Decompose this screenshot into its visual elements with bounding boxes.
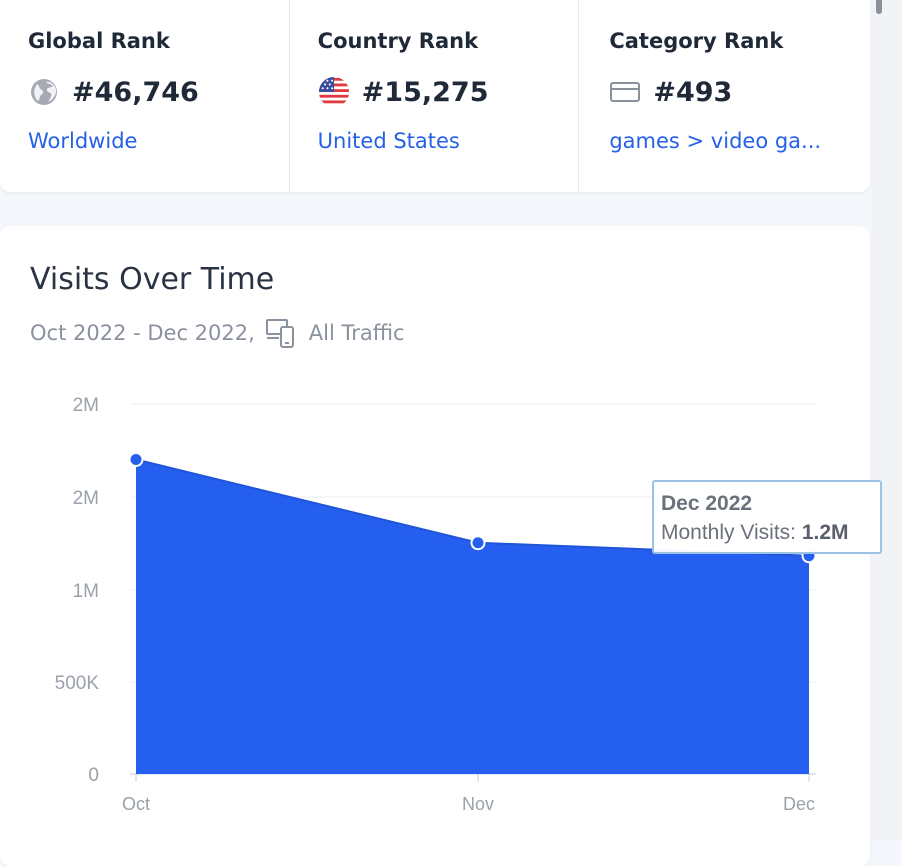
global-rank-title: Global Rank (28, 29, 170, 53)
traffic-filter[interactable]: All Traffic (308, 321, 405, 345)
visits-over-time-card: Visits Over Time Oct 2022 - Dec 2022, Al… (0, 226, 882, 866)
scrollbar-thumb[interactable] (876, 0, 882, 14)
data-point (470, 535, 486, 551)
tooltip-label: Monthly Visits: (661, 521, 796, 544)
category-rank-value: #493 (653, 76, 733, 108)
x-tick-label: Nov (462, 794, 494, 814)
us-flag-icon (318, 76, 350, 108)
country-rank-value: #15,275 (361, 76, 489, 108)
x-tick-label: Dec (783, 794, 815, 814)
x-tick-label: Oct (122, 794, 150, 814)
united-states-link[interactable]: United States (317, 129, 460, 153)
tooltip-value: 1.2M (801, 521, 849, 544)
category-link[interactable]: games > video ga... (609, 129, 822, 153)
y-tick-label: 1M (73, 581, 99, 602)
global-rank-value: #46,746 (72, 76, 199, 108)
visits-title: Visits Over Time (30, 262, 275, 297)
visits-subtitle: Oct 2022 - Dec 2022, All Traffic (30, 316, 405, 350)
y-tick-label: 2M (73, 488, 99, 509)
tooltip-line: Monthly Visits: 1.2M (661, 518, 880, 548)
country-rank-panel: Country Rank (290, 0, 580, 192)
category-rank-panel: Category Rank #493 games > video ga... (579, 0, 870, 192)
date-range: Oct 2022 - Dec 2022, (30, 321, 255, 345)
visits-chart: 0 500K 1M 2M 2M Oct Nov Dec (55, 395, 817, 814)
y-tick-label: 2M (73, 395, 99, 416)
tooltip-date: Dec 2022 (661, 492, 753, 515)
global-rank-panel: Global Rank #46,746 Worldwide (0, 0, 290, 192)
devices-icon (265, 316, 299, 350)
worldwide-link[interactable]: Worldwide (28, 129, 138, 153)
chart-tooltip: Dec 2022 Monthly Visits: 1.2M (652, 480, 882, 554)
category-rank-title: Category Rank (609, 29, 784, 53)
globe-icon (28, 76, 60, 108)
scrollbar-track[interactable] (872, 0, 902, 840)
y-tick-label: 0 (88, 765, 99, 786)
category-rank-value-row: #493 (609, 72, 870, 112)
global-rank-value-row: #46,746 (28, 72, 289, 112)
country-rank-title: Country Rank (317, 29, 479, 53)
data-point (128, 452, 144, 467)
country-rank-value-row: #15,275 (318, 72, 579, 112)
y-tick-label: 500K (55, 673, 100, 694)
category-icon (609, 76, 641, 108)
area-series (136, 459, 809, 774)
rank-card: Global Rank #46,746 Worldwide Country Ra… (0, 0, 870, 192)
